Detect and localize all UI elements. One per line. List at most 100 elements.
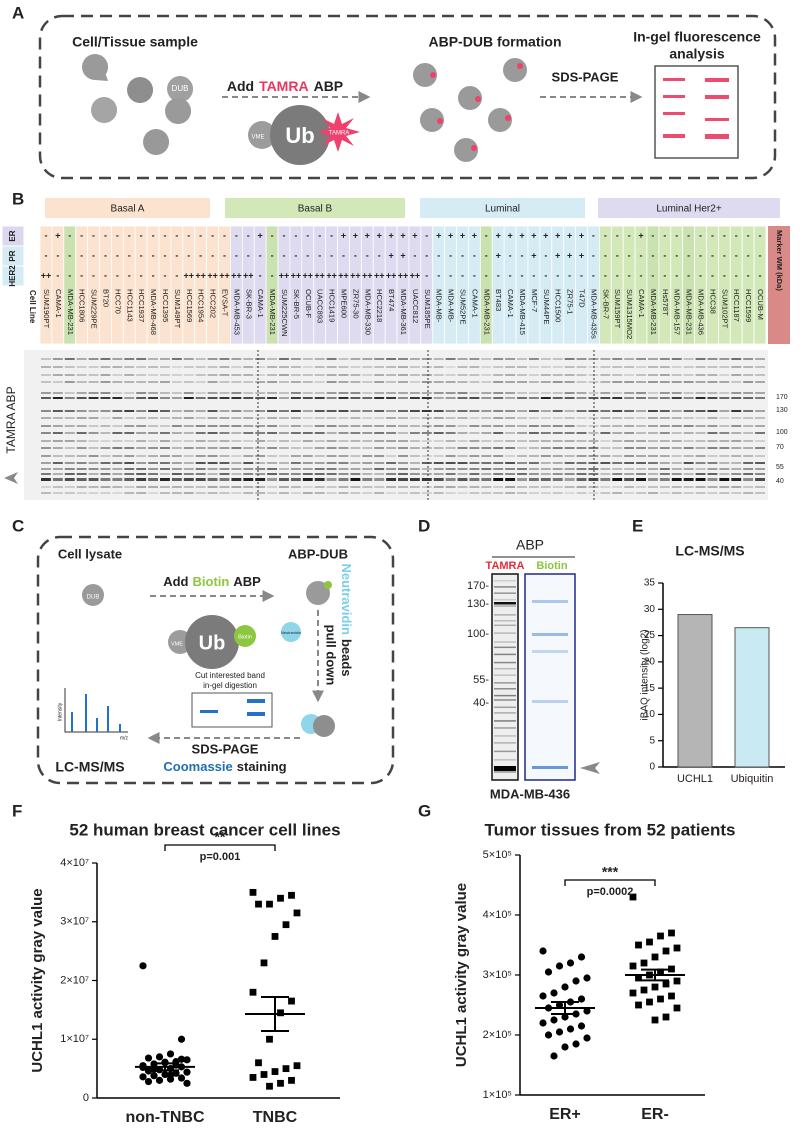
point [668,929,675,937]
gel-band [124,410,135,412]
gel-band [421,462,432,464]
gel-band [421,374,432,376]
status: + [341,230,346,240]
gel-bands [663,78,729,139]
status: - [747,270,750,280]
gel-band [517,473,527,475]
gel-band [267,492,278,494]
gel-band [532,766,568,769]
gel-band [386,492,397,494]
gel-band [136,374,147,376]
status: - [247,250,250,260]
gel-band [695,455,706,457]
column-bg [444,225,457,345]
gel-band [267,432,278,434]
status: - [628,230,631,240]
gel-band [532,650,568,653]
gel-band [231,358,242,360]
gel-band [124,447,135,449]
status: - [128,250,131,260]
gel-band [350,462,361,464]
gel-band [445,417,456,419]
gel-band [469,440,480,442]
gel-band [100,366,111,368]
gel-band [707,432,718,434]
y-tick-label: 0 [649,762,655,773]
gel-band [41,455,51,457]
gel-band [136,366,147,368]
text: beads [339,639,354,677]
gel-band [755,366,765,368]
gel-band [100,397,111,399]
gel-band [374,462,385,464]
status: - [640,270,643,280]
point [271,1068,279,1075]
gel-band [588,462,599,464]
gel-band [540,440,551,442]
gel-band [279,425,289,427]
gel-band [743,468,754,470]
marker-label: 100 [776,429,788,436]
gel-band [195,492,206,494]
gel-band [207,473,218,475]
gel-band [52,486,63,488]
gel-band [374,366,385,368]
gel-band [505,358,516,360]
status: - [366,250,369,260]
status: - [175,250,178,260]
gel-band [302,492,313,494]
gel-band [647,425,658,427]
gel-band [76,366,87,368]
gel-band [231,447,242,449]
gel-band [719,410,730,412]
cell-line: MDA-MB-468 [149,289,158,335]
gel-band [695,468,706,470]
gel-band [494,661,516,664]
point [155,1076,164,1084]
gel-band [564,397,575,399]
gel-band [279,462,289,464]
gel-band [755,447,765,449]
gel-band [64,468,75,470]
gel-band [528,492,539,494]
gel-band [540,397,551,399]
point [583,1034,591,1042]
gel-band [243,417,254,419]
gel-band [433,425,444,427]
status: + [531,250,536,260]
probe: TAMRA [259,78,309,94]
cell-line: HCC1419 [328,289,337,322]
gel-band [243,366,254,368]
status: - [628,250,631,260]
gel-band [255,486,266,488]
gel-band [255,492,266,494]
gel-band [481,381,492,383]
point [550,1016,558,1024]
gel-band [267,473,278,475]
gel-band [671,432,682,434]
row-label-cell [1,265,25,287]
gel-band [326,410,337,412]
gel-band [219,468,230,470]
gel-band [588,425,599,427]
gel-band [195,392,206,394]
gel-band [302,478,313,481]
chart-title: LC-MS/MS [675,543,744,559]
gel-band [469,455,480,457]
gel-band [659,381,670,383]
significance: *** [602,864,619,880]
gel-band [600,397,611,399]
gel-band [338,392,349,394]
gel-band [707,440,718,442]
status: - [747,250,750,260]
group-header [225,198,405,218]
y-tick-label: 30 [644,604,656,615]
gel-band [302,432,313,434]
gel-band [243,432,254,434]
point [635,1001,642,1009]
status: - [699,250,702,260]
gel-band [100,462,111,464]
gel-band [207,417,218,419]
gel-band [695,410,706,412]
column-bg [658,225,672,345]
